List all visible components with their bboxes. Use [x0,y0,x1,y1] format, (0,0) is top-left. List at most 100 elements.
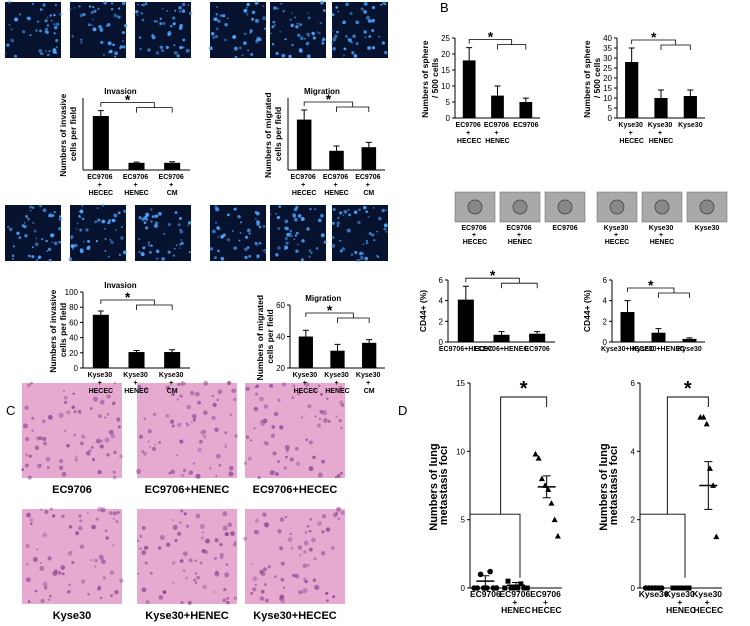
cell [283,466,287,470]
nucleus [26,16,29,20]
nucleus [78,215,81,218]
nucleus [255,218,257,220]
nucleus [355,20,359,25]
nucleus [123,209,127,213]
nucleus [112,43,115,47]
nucleus [70,244,75,249]
x-tick-label: EC9706 + HECEC [456,122,483,145]
nucleus [119,46,122,50]
cell [202,429,207,434]
bar [296,119,312,170]
image-caption: Kyse30 [53,610,92,622]
cell [200,536,204,540]
cell [253,427,256,430]
x-tick-label: EC9706 [513,122,538,129]
nucleus [348,38,352,43]
cell [252,576,258,582]
nucleus [371,18,375,23]
cell [302,588,308,594]
cell [58,459,64,464]
cell [112,511,118,516]
nucleus [211,229,216,234]
cell [115,520,119,524]
fluorescence-image [5,205,61,261]
cell [231,388,236,393]
y-tick-label: 5 [446,98,451,107]
nucleus [49,14,52,17]
cell [95,517,99,521]
nucleus [241,54,244,57]
cell [150,571,153,575]
cell [92,457,96,461]
point [551,516,558,523]
cell [34,445,40,451]
cell [219,552,224,557]
nucleus [110,240,114,244]
nucleus [109,238,112,241]
nucleus [88,5,92,8]
nucleus [306,227,310,231]
cell [172,524,178,531]
nucleus [173,247,176,250]
panel-label: D [398,403,407,418]
y-axis-label: Numbers of sphere / 500 cells [420,38,440,118]
x-tick-label: EC9706+HECEC [439,346,493,353]
cell [298,590,303,595]
nucleus [271,42,275,46]
bracket [470,396,548,578]
cell [112,401,116,405]
cell [81,434,86,439]
cell [272,451,277,456]
nucleus [362,205,367,210]
cell [27,600,31,603]
nucleus [156,257,159,260]
nucleus [315,247,319,250]
nucleus [29,209,32,212]
nucleus [342,214,345,217]
nucleus [165,9,169,13]
cell [52,570,58,576]
nucleus [232,35,237,39]
cell [325,599,329,603]
cell [234,541,237,544]
error-bar [366,339,373,343]
nucleus [155,51,160,55]
cell [151,446,157,452]
cell [219,543,223,547]
cell [192,462,196,465]
nucleus [346,228,351,233]
cell [317,521,323,527]
nucleus [182,38,186,42]
sphere [557,199,573,215]
nucleus [214,221,218,225]
cell [68,583,72,587]
cell [175,454,179,457]
error-bar [462,285,469,300]
cell [148,446,152,449]
y-tick-label: 10 [603,94,612,103]
point [554,532,561,539]
nucleus [341,247,346,251]
nucleus [321,41,325,45]
cell [104,529,108,533]
nucleus [155,249,160,254]
chart-title: Invasion [104,281,137,290]
cell [201,531,204,534]
y-tick-label: 0 [74,364,79,373]
cell [311,537,316,543]
nucleus [58,228,61,231]
cell [270,433,276,438]
nucleus [304,37,306,40]
cell [112,475,117,480]
cell [211,395,214,398]
sem-bar [704,461,713,510]
nucleus [244,235,249,239]
nucleus [231,230,234,232]
cell [74,458,78,462]
cell [230,531,235,536]
nucleus [167,222,171,227]
panel-label: B [440,0,449,15]
cell [180,509,184,513]
nucleus [209,247,214,251]
cell [61,572,65,576]
